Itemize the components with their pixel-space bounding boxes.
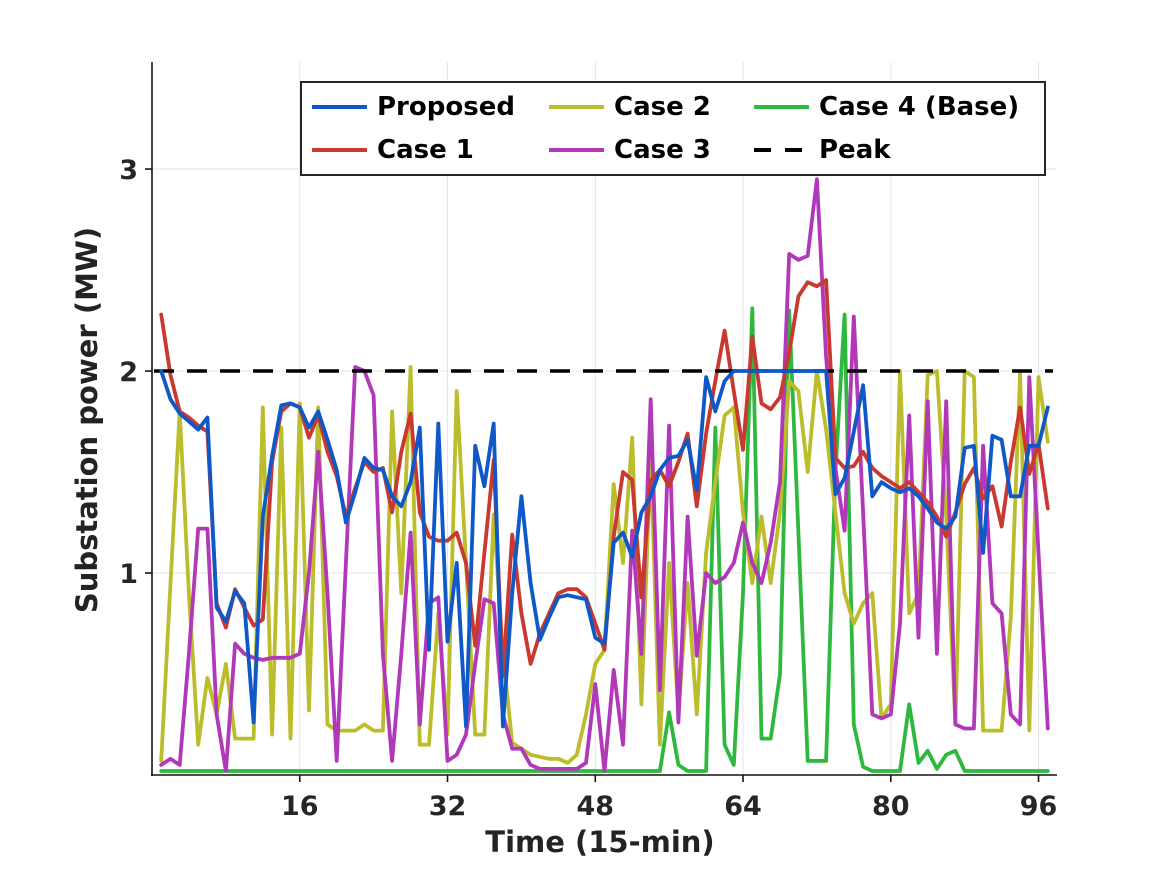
legend-dashed-line-swatch: [754, 148, 809, 153]
series-line-case-1: [159, 278, 1050, 678]
legend-entry-proposed: Proposed: [312, 94, 549, 120]
legend-entry-case-4-base: Case 4 (Base): [754, 94, 1036, 120]
x-tick-label: 16: [281, 791, 319, 822]
x-tick-label: 64: [724, 791, 762, 822]
axes: [145, 62, 1057, 782]
y-axis-label: Substation power (MW): [70, 227, 104, 613]
series-line-proposed: [159, 369, 1050, 729]
legend-line-swatch: [312, 104, 367, 109]
x-tick-label: 48: [576, 791, 614, 822]
legend-line-swatch: [312, 148, 367, 153]
tick-labels: 16 32 48 64 80 96 1 2 3: [119, 155, 1057, 822]
legend-label: Case 1: [377, 135, 474, 166]
legend-line-swatch: [754, 104, 809, 109]
legend-label: Case 2: [614, 91, 711, 122]
y-tick-label: 2: [119, 357, 138, 388]
legend-line-swatch: [549, 148, 604, 153]
x-axis-label: Time (15-min): [485, 825, 714, 859]
legend-label: Peak: [819, 135, 891, 166]
legend-label: Case 4 (Base): [819, 91, 1020, 122]
legend-label: Case 3: [614, 135, 711, 166]
data-series: [154, 177, 1053, 773]
legend-entry-case-3: Case 3: [549, 137, 754, 163]
y-tick-label: 3: [119, 155, 138, 186]
x-tick-label: 96: [1020, 791, 1058, 822]
x-tick-label: 32: [429, 791, 467, 822]
legend-label: Proposed: [377, 91, 515, 122]
series-line-case-3: [159, 177, 1050, 773]
legend-box: Proposed Case 1 Case 2 Case 3 Case 4 (Base) P…: [300, 81, 1046, 176]
y-tick-label: 1: [119, 559, 138, 590]
x-tick-label: 80: [872, 791, 910, 822]
legend-line-swatch: [549, 104, 604, 109]
legend-entry-case-2: Case 2: [549, 94, 754, 120]
legend-entry-peak: Peak: [754, 137, 1036, 163]
legend-entry-case-1: Case 1: [312, 137, 549, 163]
